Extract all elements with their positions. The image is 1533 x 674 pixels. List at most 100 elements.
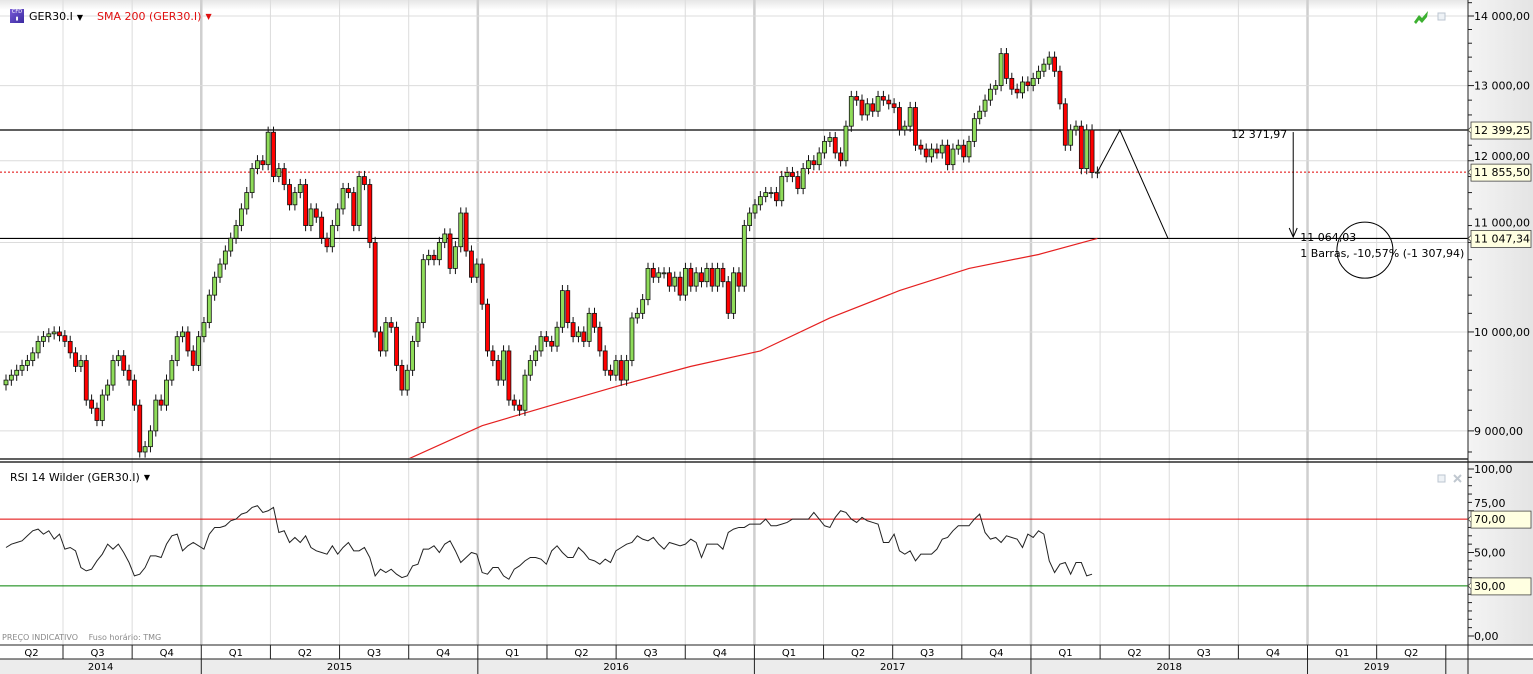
candle-body (549, 340, 555, 347)
candle-body (383, 322, 389, 352)
sma-label: SMA 200 (GER30.I) (97, 9, 202, 23)
candle-body (410, 340, 416, 371)
candle-up (1084, 124, 1090, 175)
candle-body (131, 379, 137, 406)
price-tick-label: 13 000,00 (1474, 80, 1530, 93)
candle-up (768, 186, 774, 199)
candle-up (174, 331, 180, 367)
candle-up (998, 48, 1004, 92)
symbol-selector[interactable]: GER30.I ▼ (29, 10, 83, 23)
candle-body (645, 268, 651, 301)
rsi-selector[interactable]: RSI 14 Wilder (GER30.I) ▼ (10, 471, 150, 484)
candle-up (576, 326, 581, 343)
candle-down (126, 364, 132, 386)
price-tick-label: 11 000,00 (1474, 216, 1530, 229)
candle-body (420, 259, 426, 324)
rsi-tick-label: 0,00 (1474, 630, 1499, 643)
candle-body (586, 312, 592, 342)
candle-body (8, 374, 14, 381)
candle-body (506, 350, 512, 401)
candle-up (426, 249, 432, 266)
timezone-note: Fuso horário: TMG (88, 633, 162, 642)
candle-up (292, 186, 298, 211)
candle-body (998, 53, 1004, 86)
candle-down (287, 178, 292, 211)
candle-body (276, 168, 282, 177)
candle-up (164, 374, 169, 411)
candle-up (1030, 72, 1036, 92)
candle-down (720, 262, 726, 288)
candle-body (238, 208, 244, 226)
candle-up (806, 155, 811, 175)
candle-body (490, 350, 496, 361)
candle-body (142, 446, 148, 453)
candle-body (260, 160, 266, 166)
candle-up (522, 369, 528, 416)
candle-down (774, 186, 779, 207)
candle-up (51, 326, 57, 340)
sma-selector[interactable]: SMA 200 (GER30.I) ▼ (97, 10, 212, 23)
candle-body (83, 360, 89, 401)
candle-body (875, 96, 881, 112)
candle-body (736, 272, 742, 287)
candle-body (335, 208, 341, 226)
candle-body (955, 144, 961, 150)
quarter-label: Q4 (436, 648, 450, 659)
candle-down (961, 139, 967, 163)
price-tick-label: 9 000,00 (1474, 425, 1523, 438)
overbought-level-label-text: 70,00 (1474, 513, 1506, 526)
candle-body (121, 355, 127, 371)
candle-body (458, 212, 464, 248)
candle-up (276, 162, 282, 183)
candle-body (308, 208, 314, 226)
candle-down (870, 98, 876, 117)
candle-up (201, 316, 207, 343)
caret-down-icon[interactable]: ▼ (143, 473, 150, 482)
candle-body (672, 276, 678, 287)
candle-body (356, 176, 362, 226)
candle-body (988, 88, 993, 101)
candle-body (206, 294, 212, 324)
caret-down-icon[interactable]: ▼ (205, 11, 212, 21)
value-box-pointer (1467, 168, 1472, 176)
candle-down (897, 101, 902, 136)
rsi-label: RSI 14 Wilder (GER30.I) (10, 471, 140, 484)
candle-body (784, 172, 790, 177)
close-icon[interactable] (1453, 474, 1462, 483)
candle-body (709, 268, 715, 287)
candle-down (945, 139, 950, 171)
circle-drawing[interactable] (1336, 221, 1394, 279)
candle-body (24, 360, 30, 366)
trend-icon[interactable] (1414, 11, 1428, 24)
maximize-icon[interactable] (1437, 12, 1446, 21)
candle-up (752, 199, 758, 219)
maximize-icon[interactable] (1437, 474, 1446, 483)
candle-body (89, 399, 94, 409)
year-label: 2018 (1157, 662, 1182, 673)
candle-up (645, 262, 651, 306)
date-axis[interactable]: Q2 Q3 Q4 Q1 Q2 Q3 Q4 Q1 Q2 Q3 Q4 Q1 Q2 Q3 Q4 Q1 Q2 Q3 Q4 Q1… (0, 644, 1533, 674)
candle-down (281, 162, 287, 191)
candle-body (971, 118, 977, 142)
candle-body (608, 369, 613, 376)
candle-body (1014, 88, 1020, 94)
candle-body (966, 140, 972, 158)
candle-up (693, 267, 699, 292)
quarter-label: Q1 (1058, 648, 1072, 659)
trend-drawing[interactable] (1096, 128, 1169, 239)
candle-down (790, 166, 795, 183)
candle-up (527, 354, 533, 381)
candle-body (287, 184, 292, 206)
candle-body (560, 290, 565, 328)
candle-body (795, 176, 801, 189)
candle-down (399, 359, 405, 396)
candle-down (581, 326, 587, 348)
candle-body (1036, 70, 1041, 79)
candle-up (356, 170, 362, 232)
candle-up (629, 312, 635, 367)
candle-down (1014, 83, 1020, 99)
candle-up (222, 245, 228, 270)
cfd-icon: CFD ▮ (10, 9, 24, 23)
caret-down-icon[interactable]: ▼ (76, 12, 84, 22)
